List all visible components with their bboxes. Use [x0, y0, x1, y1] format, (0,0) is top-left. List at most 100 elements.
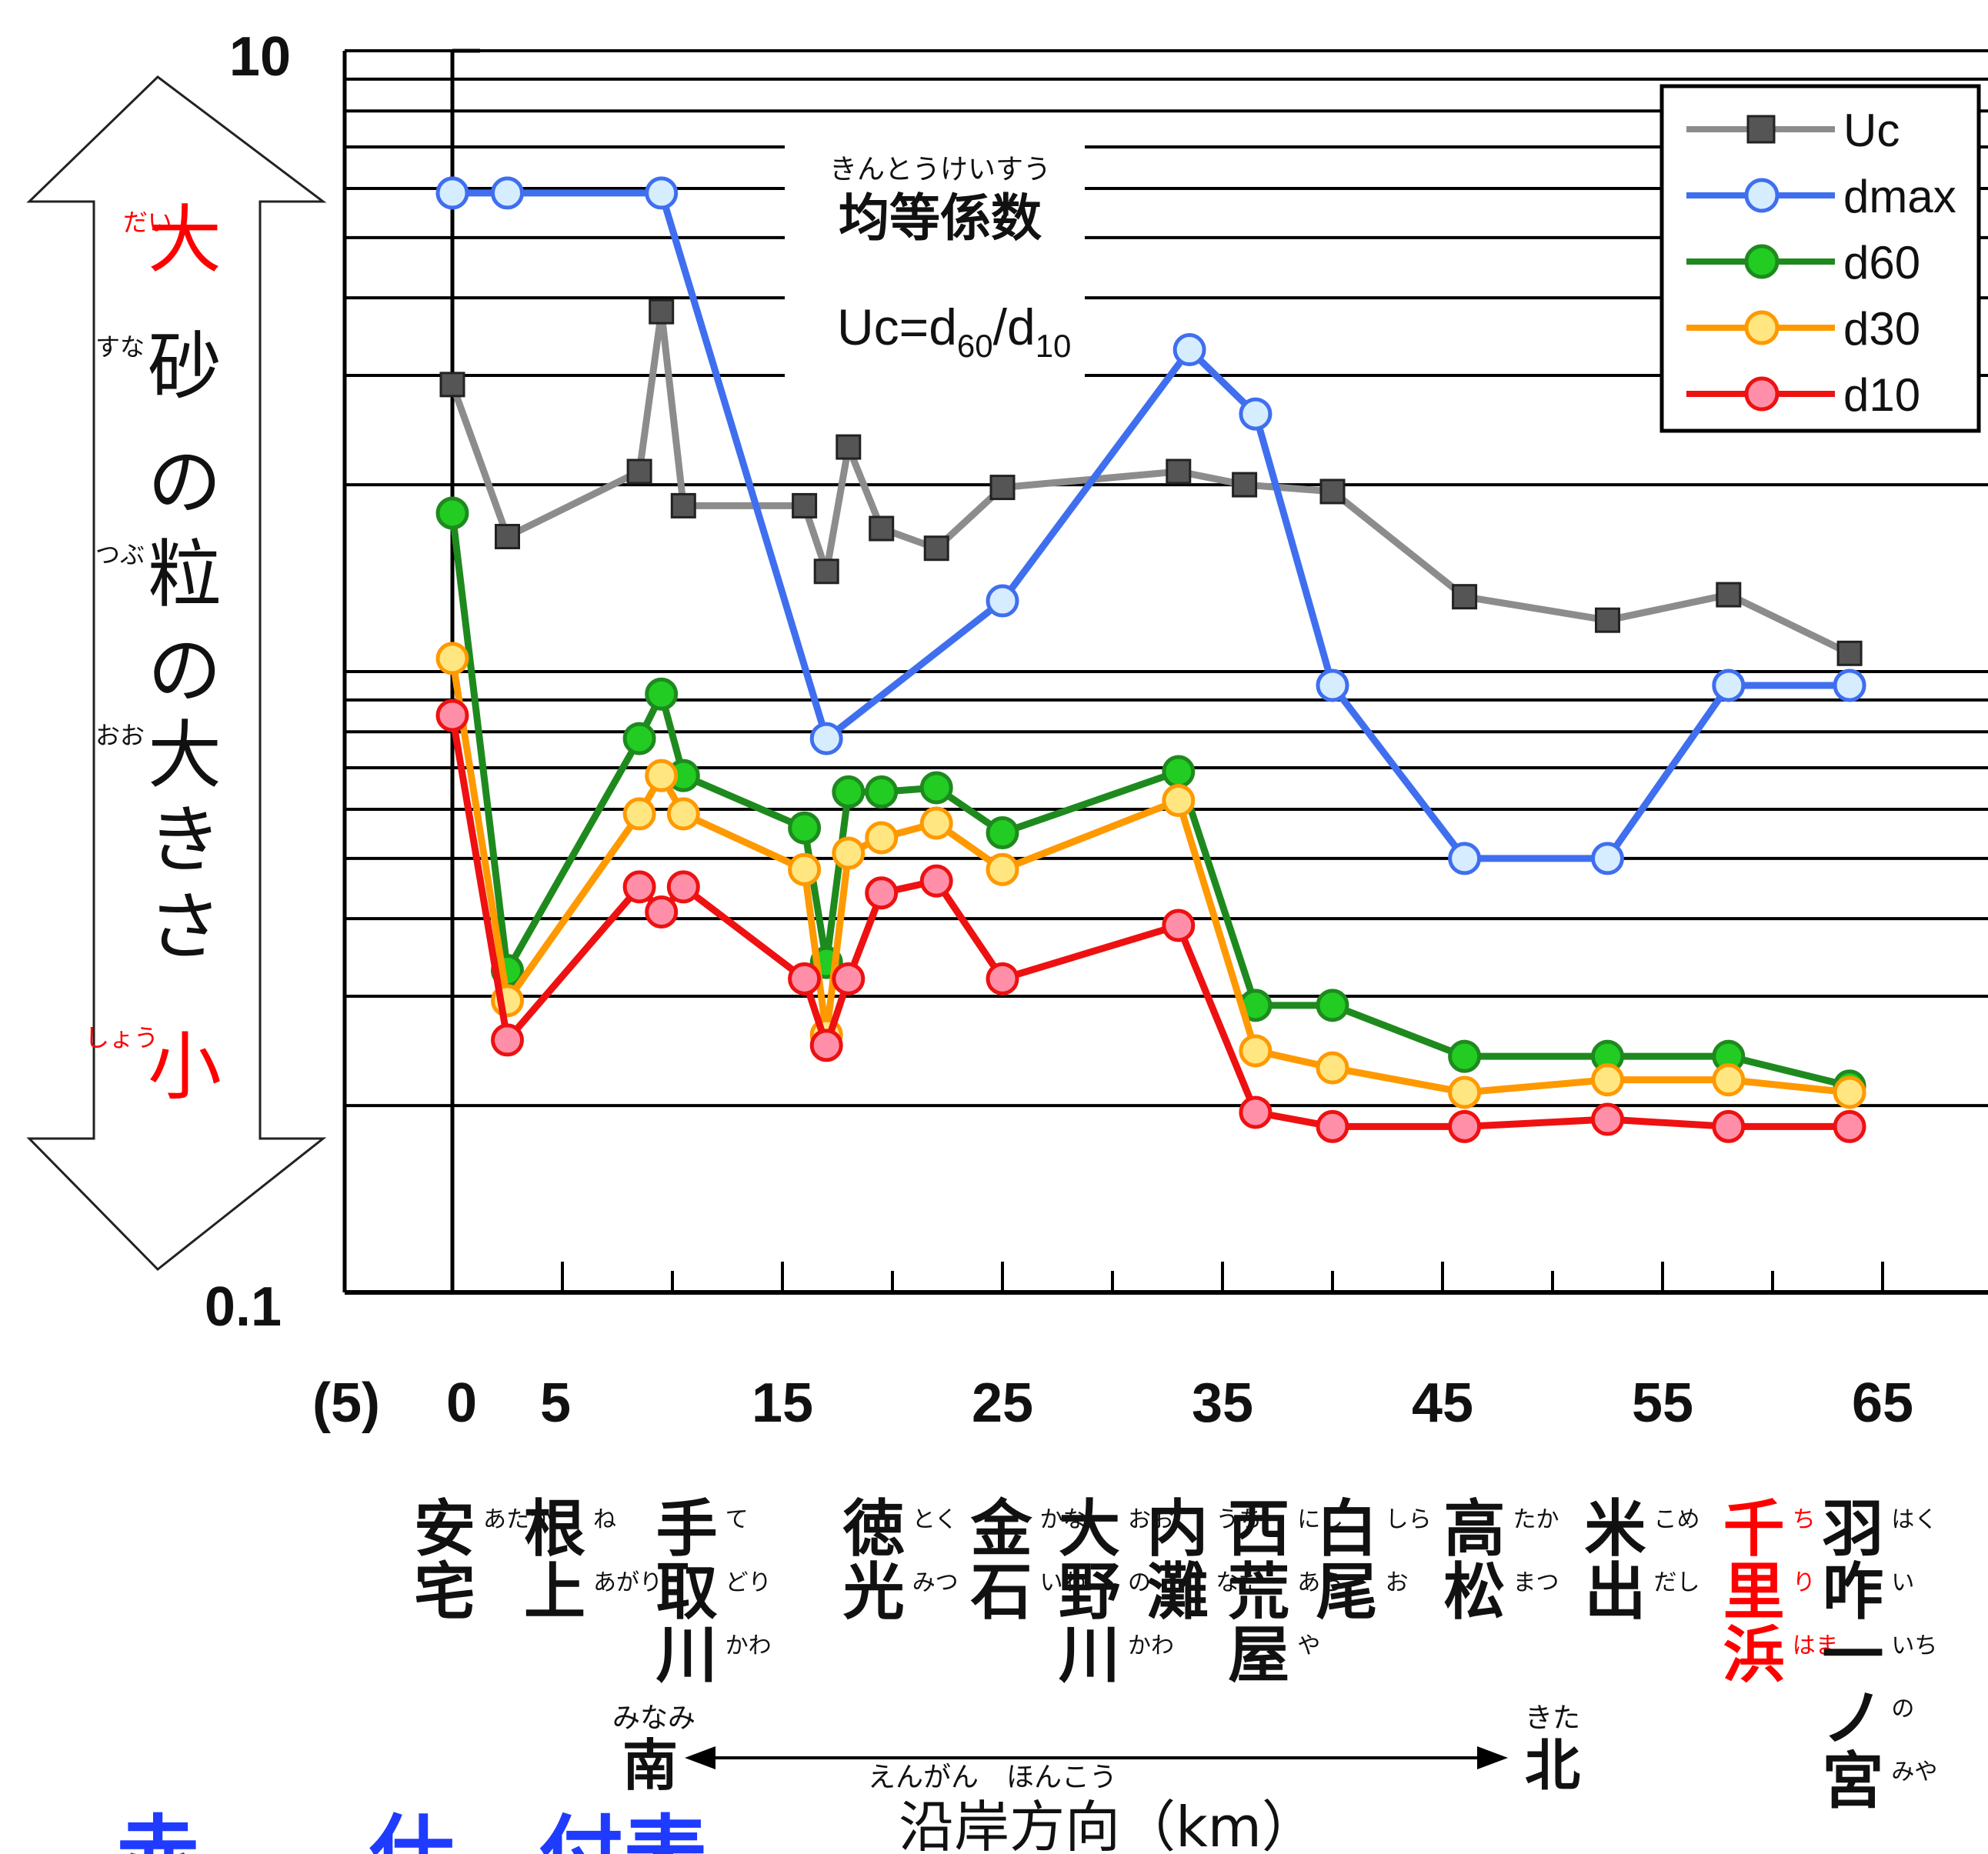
data-point-d30 — [832, 836, 866, 870]
data-point-d60 — [645, 677, 679, 711]
data-point-d60 — [986, 816, 1019, 850]
data-point-d30 — [435, 642, 469, 675]
data-point-d10 — [1712, 1109, 1746, 1143]
location-char: 野 — [1059, 1556, 1120, 1628]
location-char: 宅 — [414, 1556, 475, 1628]
arrow-text-char: さ — [148, 884, 222, 970]
data-point-d10 — [986, 962, 1019, 995]
location-char: 手 — [656, 1493, 718, 1565]
location-char: 光 — [843, 1556, 905, 1628]
arrow-text-furigana: つぶ — [95, 540, 145, 569]
data-point-Uc — [792, 492, 818, 519]
legend-label-d30: d30 — [1843, 303, 1920, 355]
y-tick-label: 0.1 — [205, 1276, 282, 1338]
arrow-top-label: 大 — [148, 197, 222, 283]
arrow-bottom-label: 小 — [148, 1024, 222, 1110]
location-char: 川 — [656, 1619, 718, 1691]
location-char: 里 — [1723, 1556, 1785, 1628]
data-point-Uc — [649, 298, 675, 325]
x-axis-title: 沿岸方向（km） — [899, 1795, 1317, 1854]
location-char: 一 — [1822, 1619, 1883, 1691]
data-point-d30 — [919, 806, 953, 840]
location-char: 石 — [971, 1556, 1032, 1628]
north-furigana: きた — [1525, 1702, 1580, 1734]
y-tick-label: 10 — [229, 26, 291, 88]
arrow-text-char: 大 — [148, 712, 222, 799]
location-char: 浜 — [1723, 1619, 1785, 1691]
data-point-dmax — [1316, 669, 1349, 702]
data-point-Uc — [923, 535, 949, 562]
series-line-Uc — [449, 308, 1852, 657]
x-tick-label: 55 — [1632, 1372, 1693, 1434]
arrow-text-char: の — [148, 439, 222, 525]
data-point-d30 — [1591, 1063, 1624, 1097]
location-furigana: あがり — [593, 1569, 662, 1596]
location-furigana: にし — [1297, 1506, 1343, 1533]
data-point-Uc — [495, 523, 520, 549]
data-point-d30 — [645, 759, 679, 792]
axis-title-furigana: えんがん ほんこう — [868, 1762, 1117, 1793]
location-furigana: はま — [1793, 1632, 1839, 1659]
location-furigana: こめ — [1654, 1506, 1700, 1533]
data-point-d30 — [1239, 1034, 1273, 1068]
x-tick-label: 35 — [1192, 1372, 1253, 1434]
location-furigana: はく — [1891, 1506, 1937, 1533]
location-char: 上 — [524, 1556, 585, 1628]
legend-label-Uc: Uc — [1843, 105, 1900, 156]
data-point-dmax — [986, 584, 1019, 618]
data-point-dmax — [1833, 669, 1866, 702]
data-point-d30 — [865, 821, 899, 855]
legend-marker-d30 — [1744, 310, 1780, 345]
x-tick-label: 0 — [446, 1372, 477, 1434]
legend-marker-Uc — [1746, 115, 1776, 144]
data-point-d10 — [1316, 1109, 1349, 1143]
x-tick-label: 5 — [540, 1372, 571, 1434]
series-line-dmax — [452, 189, 1850, 862]
x-tick-label: 15 — [752, 1372, 813, 1434]
location-char: 高 — [1443, 1493, 1505, 1565]
data-point-dmax — [1712, 669, 1746, 702]
data-point-d10 — [645, 895, 679, 929]
location-furigana: なだ — [1216, 1569, 1262, 1596]
location-furigana: かわ — [1128, 1632, 1174, 1659]
location-furigana: り — [1793, 1569, 1816, 1596]
data-point-Uc — [836, 434, 862, 460]
arrow-text-furigana: すな — [95, 332, 145, 362]
location-char: 取 — [656, 1556, 718, 1628]
data-point-dmax — [645, 176, 679, 210]
double-arrow-shape — [26, 75, 327, 1272]
location-furigana: いち — [1891, 1632, 1937, 1659]
south-label: 南 — [622, 1733, 678, 1798]
data-point-Uc — [1836, 640, 1863, 666]
location-char: 出 — [1585, 1556, 1646, 1628]
data-point-Uc — [1595, 607, 1620, 633]
arrow-text-furigana: おお — [95, 721, 145, 750]
data-point-d60 — [435, 496, 469, 530]
data-point-dmax — [1172, 333, 1206, 367]
location-char: 金 — [970, 1493, 1033, 1565]
location-furigana: かな — [1040, 1506, 1086, 1533]
data-point-d30 — [1316, 1051, 1349, 1085]
data-point-d60 — [865, 775, 899, 809]
data-point-d10 — [919, 864, 953, 898]
data-point-d30 — [622, 797, 656, 831]
legend-marker-d10 — [1744, 376, 1780, 412]
location-furigana: どり — [725, 1569, 772, 1596]
data-point-d30 — [788, 852, 822, 886]
legend-label-dmax: dmax — [1843, 171, 1956, 222]
data-point-d30 — [666, 797, 700, 831]
data-point-Uc — [1452, 584, 1478, 610]
annotation-formula: Uc=d60/d10 — [837, 298, 1071, 364]
arrow-text-char: き — [148, 797, 222, 883]
series-d10 — [435, 699, 1866, 1143]
data-point-d10 — [1162, 909, 1196, 942]
location-furigana: い — [1891, 1569, 1914, 1596]
data-point-dmax — [1591, 842, 1624, 875]
